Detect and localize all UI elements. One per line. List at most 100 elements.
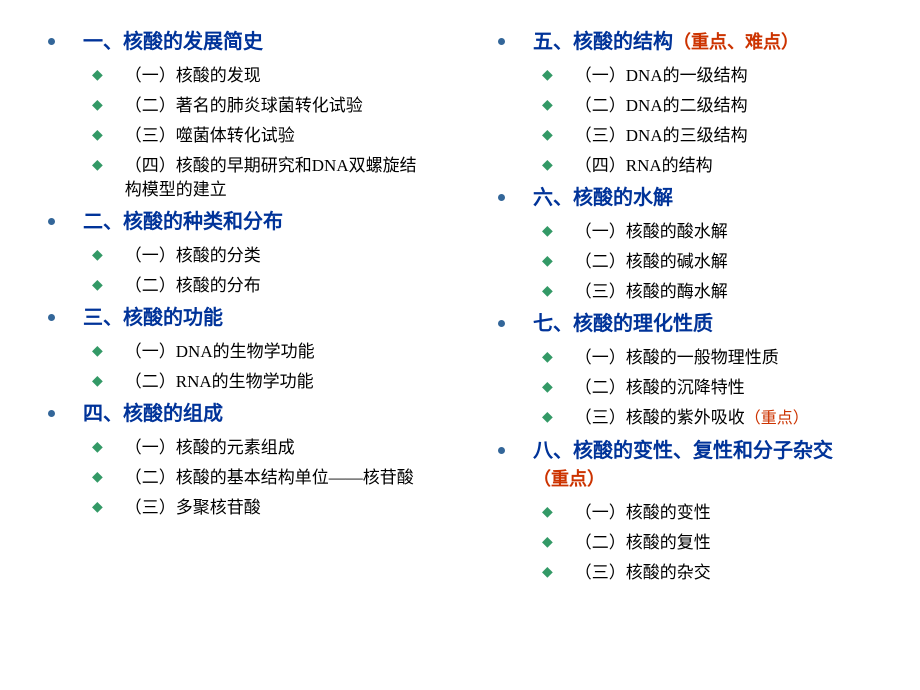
sub-item: ◆ （二）核酸的分布 <box>20 274 450 298</box>
sub-text: （一）核酸的元素组成 <box>125 436 295 460</box>
sub-item: ◆ （一）核酸的分类 <box>20 244 450 268</box>
diamond-icon: ◆ <box>92 154 103 178</box>
diamond-icon: ◆ <box>92 496 103 520</box>
right-column: 五、核酸的结构（重点、难点） ◆ （一）DNA的一级结构 ◆ （二）DNA的二级结构… <box>460 28 900 662</box>
section-title: 六、核酸的水解 <box>533 184 673 212</box>
sub-text: （三）核酸的杂交 <box>575 561 711 585</box>
sub-text: （一）核酸的分类 <box>125 244 261 268</box>
sub-text: （二）核酸的基本结构单位——核苷酸 <box>125 466 414 490</box>
sub-item: ◆ （四）核酸的早期研究和DNA双螺旋结构模型的建立 <box>20 154 450 202</box>
sub-text: （一）DNA的生物学功能 <box>125 340 315 364</box>
sub-item: ◆ （二）著名的肺炎球菌转化试验 <box>20 94 450 118</box>
sub-item: ◆ （一）核酸的元素组成 <box>20 436 450 460</box>
section-6: 六、核酸的水解 <box>470 184 900 212</box>
section-title: 七、核酸的理化性质 <box>533 310 713 338</box>
sub-item: ◆（一）核酸的酸水解 <box>470 220 900 244</box>
sub-text: （二）核酸的碱水解 <box>575 250 728 274</box>
diamond-icon: ◆ <box>542 346 553 370</box>
section-2: 二、核酸的种类和分布 <box>20 208 450 236</box>
sub-item: ◆ （一）核酸的发现 <box>20 64 450 88</box>
sub-text: （一）核酸的变性 <box>575 501 711 525</box>
bullet-icon <box>48 218 55 225</box>
bullet-icon <box>48 314 55 321</box>
sub-item: ◆ （三）核酸的酶水解 <box>470 280 900 304</box>
sub-item: ◆ （三）噬菌体转化试验 <box>20 124 450 148</box>
sub-text: （三）多聚核苷酸 <box>125 496 261 520</box>
section-1: 一、核酸的发展简史 <box>20 28 450 56</box>
sub-item: ◆ （一）核酸的变性 <box>470 501 900 525</box>
diamond-icon: ◆ <box>542 250 553 274</box>
diamond-icon: ◆ <box>92 94 103 118</box>
diamond-icon: ◆ <box>542 124 553 148</box>
sub-item: ◆ （三）核酸的紫外吸收（重点） <box>470 406 900 431</box>
diamond-icon: ◆ <box>92 466 103 490</box>
sub-item: ◆ （三）核酸的杂交 <box>470 561 900 585</box>
sub-item: ◆ （二）RNA的生物学功能 <box>20 370 450 394</box>
sub-item: ◆ （二）核酸的基本结构单位——核苷酸 <box>20 466 450 490</box>
section-8: 八、核酸的变性、复性和分子杂交 （重点） <box>470 437 900 493</box>
section-4: 四、核酸的组成 <box>20 400 450 428</box>
diamond-icon: ◆ <box>542 280 553 304</box>
sub-item: ◆ （一）DNA的生物学功能 <box>20 340 450 364</box>
title-text: 八、核酸的变性、复性和分子杂交 <box>533 440 833 462</box>
sub-item: ◆ （三）多聚核苷酸 <box>20 496 450 520</box>
sub-text: （二）RNA的生物学功能 <box>125 370 314 394</box>
note-text: （重点） <box>745 410 809 427</box>
diamond-icon: ◆ <box>92 244 103 268</box>
bullet-icon <box>498 447 505 454</box>
sub-text: （二）著名的肺炎球菌转化试验 <box>125 94 363 118</box>
diamond-icon: ◆ <box>542 64 553 88</box>
sub-text: （一）核酸的发现 <box>125 64 261 88</box>
note-text: （重点） <box>533 469 605 489</box>
diamond-icon: ◆ <box>92 436 103 460</box>
title-text: 五、核酸的结构 <box>533 31 673 53</box>
sub-text: （四）RNA的结构 <box>575 154 713 178</box>
sub-item: ◆ （二）核酸的沉降特性 <box>470 376 900 400</box>
section-5: 五、核酸的结构（重点、难点） <box>470 28 900 56</box>
sub-text: （一）核酸的一般物理性质 <box>575 346 779 370</box>
bullet-icon <box>498 38 505 45</box>
sub-text: （二）核酸的分布 <box>125 274 261 298</box>
section-title: 八、核酸的变性、复性和分子杂交 （重点） <box>533 437 900 493</box>
diamond-icon: ◆ <box>92 370 103 394</box>
sub-item: ◆ （三）DNA的三级结构 <box>470 124 900 148</box>
diamond-icon: ◆ <box>542 406 553 430</box>
sub-item: ◆（二）核酸的复性 <box>470 531 900 555</box>
section-title: 二、核酸的种类和分布 <box>83 208 283 236</box>
diamond-icon: ◆ <box>542 561 553 585</box>
note-text: （重点、难点） <box>673 32 799 52</box>
diamond-icon: ◆ <box>92 340 103 364</box>
bullet-icon <box>498 194 505 201</box>
section-7: 七、核酸的理化性质 <box>470 310 900 338</box>
section-title: 一、核酸的发展简史 <box>83 28 263 56</box>
diamond-icon: ◆ <box>92 274 103 298</box>
diamond-icon: ◆ <box>92 124 103 148</box>
left-column: 一、核酸的发展简史 ◆ （一）核酸的发现 ◆ （二）著名的肺炎球菌转化试验 ◆ （三）… <box>20 28 460 662</box>
sub-text: （一）核酸的酸水解 <box>575 220 728 244</box>
sub-text: （二）核酸的复性 <box>575 531 711 555</box>
diamond-icon: ◆ <box>542 376 553 400</box>
diamond-icon: ◆ <box>92 64 103 88</box>
sub-text: （三）核酸的酶水解 <box>575 280 728 304</box>
sub-text: （二）DNA的二级结构 <box>575 94 748 118</box>
sub-text: （三）核酸的紫外吸收（重点） <box>575 406 809 431</box>
bullet-icon <box>48 410 55 417</box>
section-title: 四、核酸的组成 <box>83 400 223 428</box>
sub-text: （三）噬菌体转化试验 <box>125 124 295 148</box>
sub-main: （三）核酸的紫外吸收 <box>575 408 745 427</box>
sub-item: ◆ （一）核酸的一般物理性质 <box>470 346 900 370</box>
sub-text: （四）核酸的早期研究和DNA双螺旋结构模型的建立 <box>125 154 425 202</box>
bullet-icon <box>48 38 55 45</box>
sub-text: （三）DNA的三级结构 <box>575 124 748 148</box>
diamond-icon: ◆ <box>542 94 553 118</box>
sub-item: ◆ （二）DNA的二级结构 <box>470 94 900 118</box>
bullet-icon <box>498 320 505 327</box>
sub-text: （二）核酸的沉降特性 <box>575 376 745 400</box>
section-title: 三、核酸的功能 <box>83 304 223 332</box>
diamond-icon: ◆ <box>542 501 553 525</box>
sub-item: ◆ （二）核酸的碱水解 <box>470 250 900 274</box>
section-3: 三、核酸的功能 <box>20 304 450 332</box>
sub-text: （一）DNA的一级结构 <box>575 64 748 88</box>
sub-item: ◆ （四）RNA的结构 <box>470 154 900 178</box>
diamond-icon: ◆ <box>542 154 553 178</box>
